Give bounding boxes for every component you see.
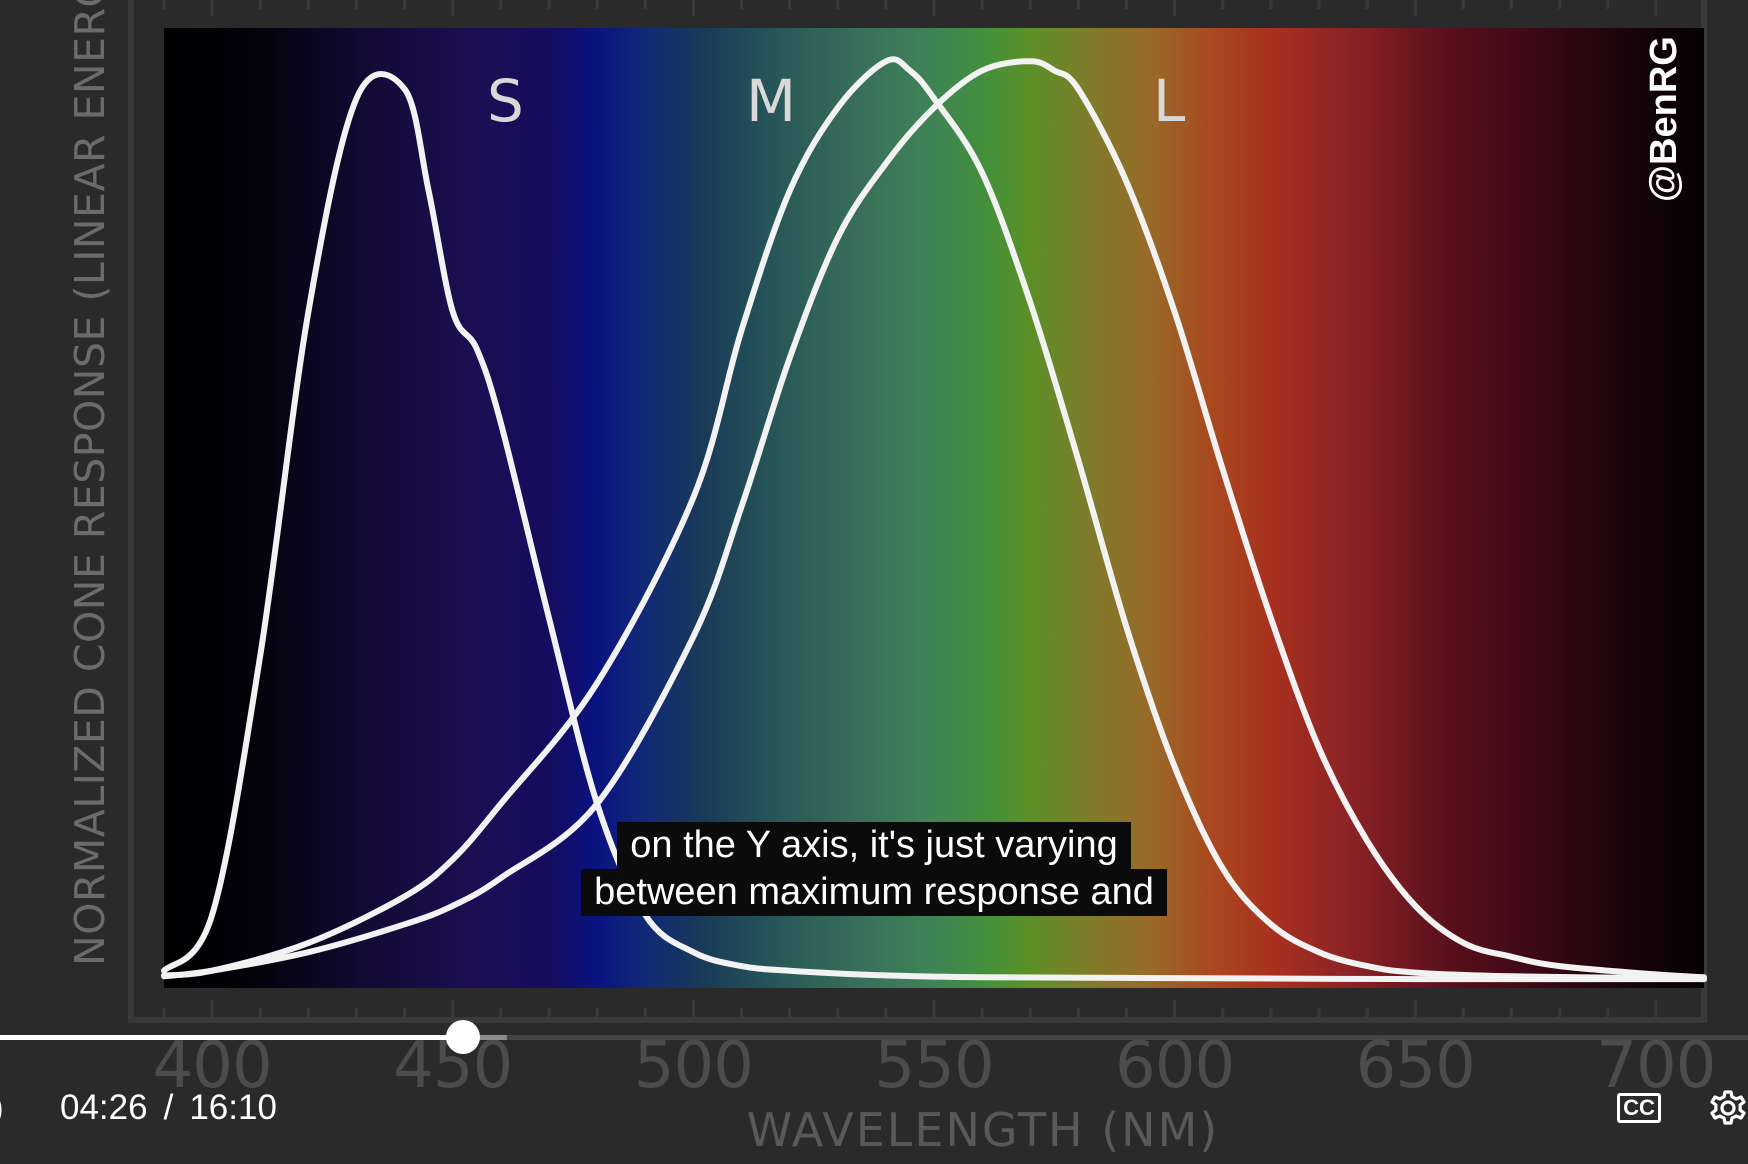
progress-played (0, 1035, 462, 1040)
x-tick-label: 700 (1596, 1029, 1715, 1103)
cone-curves (161, 56, 1707, 983)
x-tick-label: 400 (153, 1029, 272, 1103)
cone-curve-l (161, 58, 1707, 981)
current-time: 04:26 (60, 1088, 148, 1127)
cone-label-s: S (487, 67, 524, 135)
tick-marks (162, 0, 1706, 1020)
gear-icon[interactable] (1706, 1086, 1748, 1130)
cone-curve-s (161, 71, 1707, 983)
watermark-text: @BenRG (1643, 36, 1685, 202)
x-tick-label: 650 (1356, 1029, 1475, 1103)
cone-label-l: L (1153, 67, 1185, 135)
subtitles-cc-button[interactable]: CC (1617, 1093, 1661, 1123)
volume-icon-edge[interactable]: ) (0, 1088, 4, 1128)
cone-curve-m (161, 56, 1707, 983)
x-axis-label: WAVELENGTH (NM) (747, 1103, 1219, 1157)
total-duration: 16:10 (189, 1088, 277, 1127)
cone-label-m: M (746, 67, 796, 135)
y-axis-label: NORMALIZED CONE RESPONSE (LINEAR ENERGY) (66, 0, 114, 966)
progress-bar[interactable] (0, 1020, 1748, 1054)
time-display: 04:26 / 16:10 (60, 1088, 277, 1128)
subtitle-line-2: between maximum response and (581, 869, 1167, 916)
subtitle-overlay: on the Y axis, it's just varying between… (0, 822, 1748, 916)
subtitle-line-1: on the Y axis, it's just varying (617, 822, 1131, 869)
progress-track[interactable] (0, 1035, 1748, 1040)
x-tick-label: 550 (874, 1029, 993, 1103)
x-tick-labels: 400 450 500 550 600 650 700 (153, 1029, 1717, 1103)
progress-scrubber-handle[interactable] (446, 1020, 480, 1054)
x-tick-label: 600 (1115, 1029, 1234, 1103)
time-separator: / (163, 1088, 174, 1127)
x-tick-label: 500 (634, 1029, 753, 1103)
